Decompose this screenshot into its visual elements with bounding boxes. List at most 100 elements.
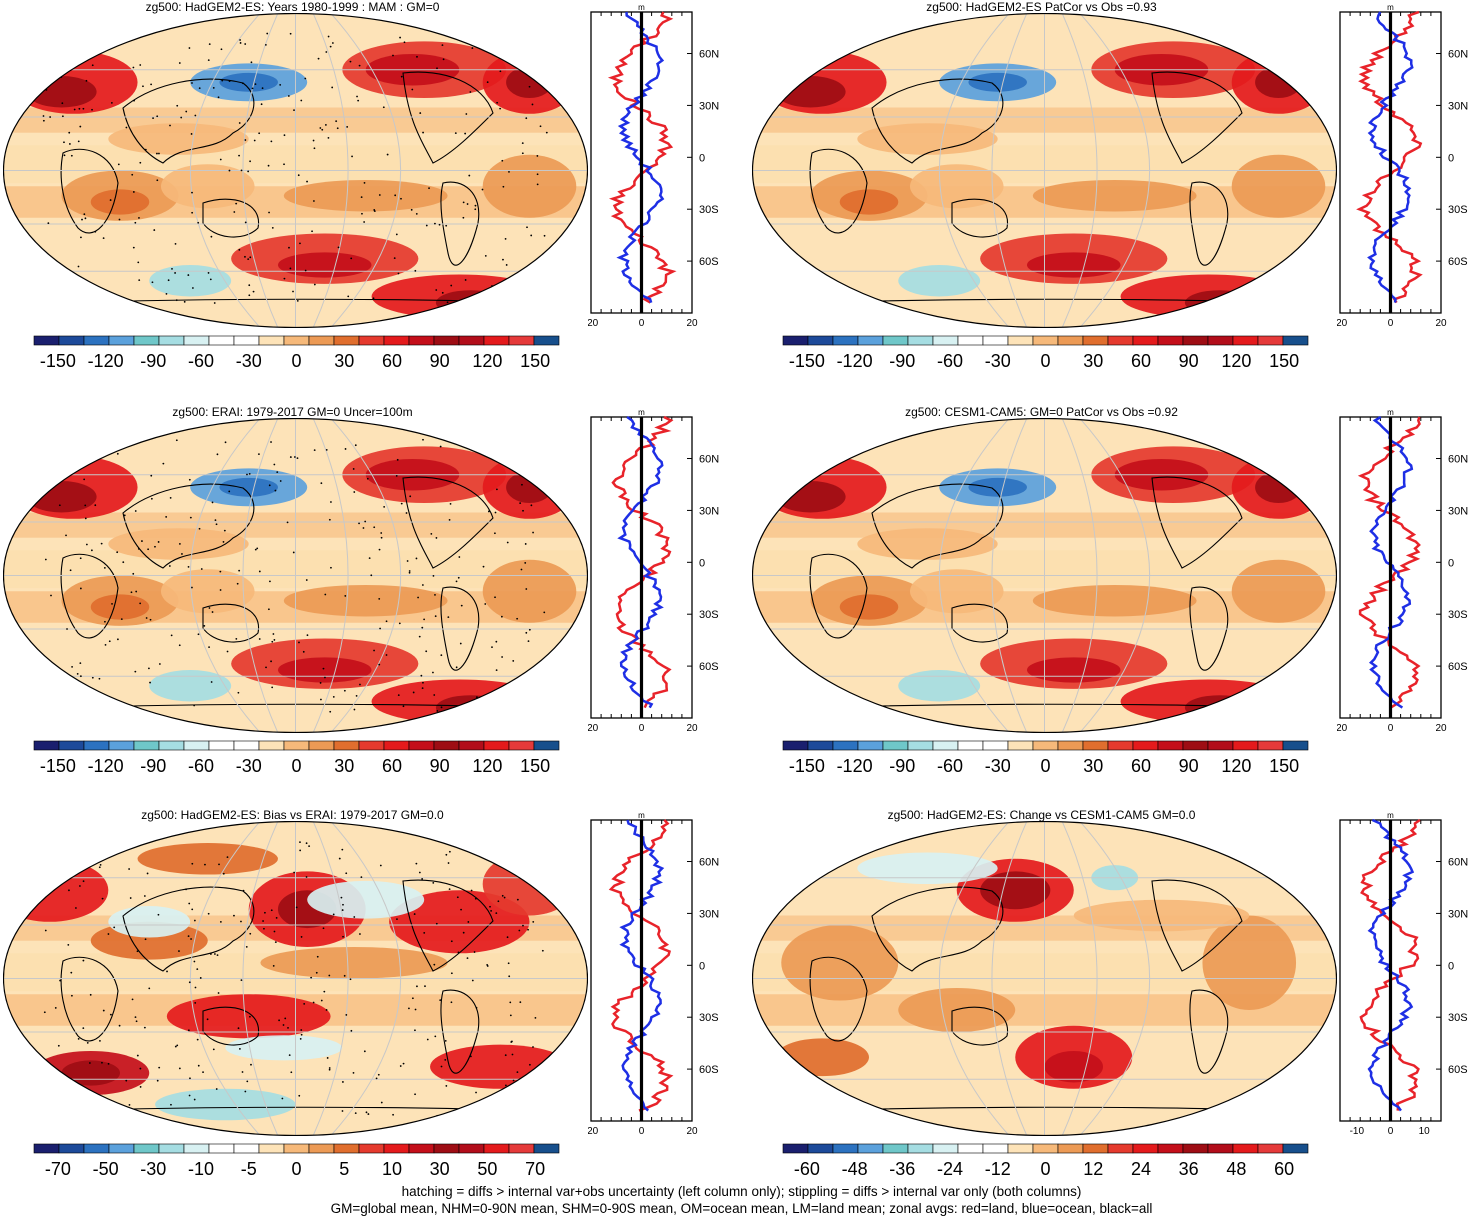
stipple-dot — [445, 853, 448, 856]
colorbar-box — [957, 335, 984, 346]
stipple-dot — [219, 570, 222, 573]
stipple-dot — [174, 243, 177, 245]
stipple-dot — [85, 543, 88, 546]
colorbar-tick-label: -10 — [188, 1159, 214, 1179]
stipple-dot — [372, 297, 375, 300]
stipple-dot — [542, 709, 545, 712]
colorbar-tick-label: 30 — [430, 1159, 450, 1179]
lat-tick-label: 0 — [1448, 152, 1454, 164]
lat-tick-label: 30N — [1448, 908, 1468, 920]
map-plot — [752, 418, 1337, 733]
stipple-dot — [397, 694, 400, 696]
stipple-dot — [519, 1001, 522, 1004]
stipple-dot — [212, 87, 215, 89]
colorbar-box — [982, 335, 1009, 346]
stipple-dot — [456, 896, 459, 899]
colorbar-box — [982, 740, 1009, 751]
longitude-line — [1061, 821, 1098, 1136]
stipple-dot — [419, 112, 422, 114]
stipple-dot — [409, 495, 412, 498]
stipple-dot — [434, 593, 436, 596]
stipple-dot — [261, 87, 264, 90]
colorbar-box — [982, 1143, 1009, 1154]
stipple-dot — [233, 914, 235, 917]
stipple-dot — [504, 237, 507, 240]
stipple-dot — [501, 656, 503, 658]
stipple-dot — [361, 212, 363, 215]
stipple-dot — [187, 274, 190, 276]
map-plot — [3, 13, 588, 328]
stipple-dot — [400, 502, 403, 505]
map-border — [752, 821, 1337, 1136]
colorbar-tick-label: 30 — [334, 351, 354, 371]
colorbar-box — [33, 740, 60, 751]
stipple-dot — [324, 124, 327, 126]
stipple-dot — [102, 706, 104, 709]
colorbar-box — [1282, 335, 1309, 346]
stipple-dot — [292, 290, 294, 293]
stipple-dot — [134, 1016, 137, 1018]
stipple-dot — [444, 1058, 447, 1061]
stipple-dot — [522, 924, 524, 927]
colorbar-box — [308, 1143, 335, 1154]
stipple-dot — [463, 1108, 466, 1111]
field-blob — [435, 695, 507, 721]
stipple-dot — [508, 170, 510, 173]
stipple-dot — [217, 992, 220, 994]
coastline — [122, 483, 255, 569]
stipple-dot — [47, 222, 50, 225]
colorbar-box — [333, 740, 360, 751]
map-field — [3, 418, 588, 733]
colorbar-tick-label: -150 — [789, 756, 825, 776]
colorbar-tick-label: 60 — [1274, 1159, 1294, 1179]
stipple-dot — [109, 199, 112, 201]
stipple-dot — [44, 558, 47, 561]
land-zonal-mean-line — [608, 819, 674, 1112]
lat-tick-label: 30N — [699, 908, 719, 920]
stipple-dot — [354, 444, 357, 447]
stipple-dot — [151, 281, 154, 284]
field-blob — [155, 1088, 296, 1121]
stipple-dot — [134, 670, 137, 673]
colorbar-box — [458, 1143, 485, 1154]
panel-2: zg500: HadGEM2-ES PatCor vs Obs =0.93 m 60… — [749, 0, 1483, 402]
stipple-dot — [144, 148, 147, 151]
stipple-dot — [319, 127, 322, 129]
stipple-dot — [441, 44, 444, 46]
colorbar-box — [333, 1143, 360, 1154]
stipple-dot — [415, 862, 418, 865]
stipple-dot — [325, 1009, 328, 1011]
stipple-dot — [475, 1091, 477, 1094]
coastline — [871, 886, 1004, 972]
lat-tick-label: 60S — [1448, 1064, 1468, 1076]
stipple-dot — [68, 143, 71, 145]
stipple-dot — [107, 1062, 110, 1065]
stipple-dot — [322, 667, 325, 670]
colorbar-tick-label: -60 — [937, 351, 963, 371]
lat-tick-label: 60S — [1448, 256, 1468, 268]
stipple-dot — [460, 604, 463, 607]
stipple-dot — [516, 617, 519, 620]
stipple-dot — [266, 32, 269, 35]
colorbar-tick-label: 12 — [1083, 1159, 1103, 1179]
colorbar-box — [408, 335, 435, 346]
colorbar-tick-label: -30 — [236, 351, 262, 371]
colorbar-box — [1232, 1143, 1259, 1154]
stipple-dot — [193, 1098, 196, 1101]
stipple-dot — [328, 1068, 331, 1071]
colorbar-tick-label: -12 — [985, 1159, 1011, 1179]
stipple-dot — [132, 66, 135, 69]
stipple-dot — [408, 571, 411, 574]
colorbar-tick-label: -90 — [889, 351, 915, 371]
stipple-dot — [432, 671, 434, 674]
stipple-dot — [462, 201, 465, 204]
stipple-dot — [207, 272, 210, 274]
map-plot — [752, 821, 1337, 1136]
stipple-dot — [434, 615, 437, 618]
field-blob — [1032, 584, 1197, 617]
stipple-dot — [440, 654, 443, 657]
colorbar-tick-label: 50 — [477, 1159, 497, 1179]
stipple-dot — [148, 667, 150, 670]
colorbar-tick-label: 90 — [430, 756, 450, 776]
stipple-dot — [103, 566, 106, 569]
